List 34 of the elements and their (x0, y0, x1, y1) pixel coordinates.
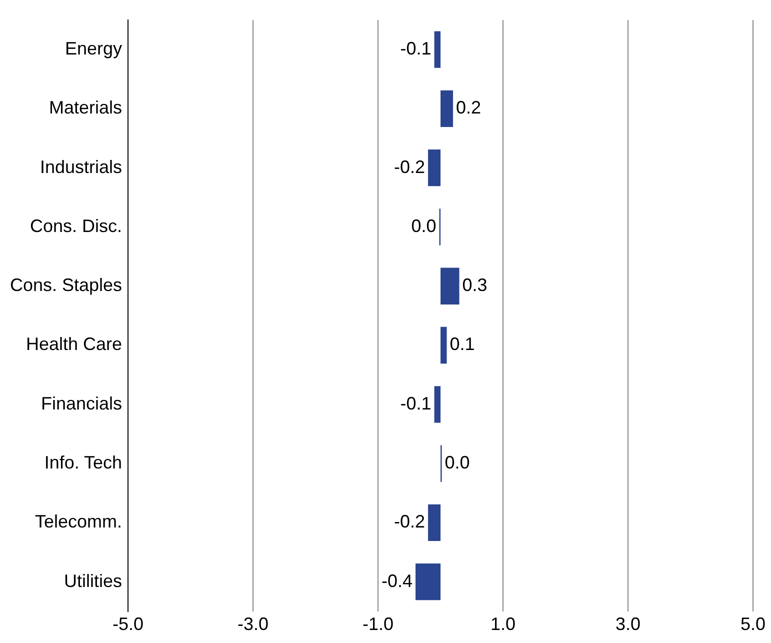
y-tick-label: Industrials (40, 156, 122, 177)
y-tick-label: Health Care (26, 334, 122, 354)
y-tick-label: Materials (49, 98, 122, 118)
y-tick-label: Energy (65, 38, 122, 59)
bar (428, 150, 441, 186)
x-tick-label: -1.0 (362, 614, 394, 634)
x-tick-label: 5.0 (740, 614, 766, 634)
data-label: -0.1 (400, 38, 432, 59)
data-label: 0.1 (450, 334, 475, 354)
y-tick-label: Telecomm. (35, 512, 122, 532)
data-label: -0.2 (394, 156, 426, 177)
bar (416, 563, 441, 600)
x-tick-label: -5.0 (112, 614, 144, 634)
x-tick-label: 3.0 (615, 614, 641, 634)
y-tick-label: Cons. Disc. (30, 216, 122, 236)
data-label: -0.4 (382, 570, 413, 591)
data-label: 0.0 (411, 216, 436, 236)
bar (434, 31, 441, 68)
bar (440, 326, 447, 364)
y-tick-label: Utilities (64, 570, 122, 591)
data-label: 0.3 (462, 275, 488, 296)
data-label: -0.2 (394, 512, 426, 532)
bar (428, 504, 441, 542)
bar (434, 386, 441, 423)
data-label: 0.2 (456, 98, 482, 118)
bar (440, 90, 454, 128)
bar (440, 268, 460, 304)
x-tick-label: 1.0 (490, 614, 516, 634)
y-tick-label: Info. Tech (44, 452, 122, 473)
y-tick-label: Cons. Staples (10, 275, 122, 296)
y-tick-label: Financials (41, 393, 122, 414)
data-label: 0.0 (444, 452, 470, 473)
data-label: -0.1 (400, 393, 432, 414)
x-tick-label: -3.0 (238, 614, 269, 634)
